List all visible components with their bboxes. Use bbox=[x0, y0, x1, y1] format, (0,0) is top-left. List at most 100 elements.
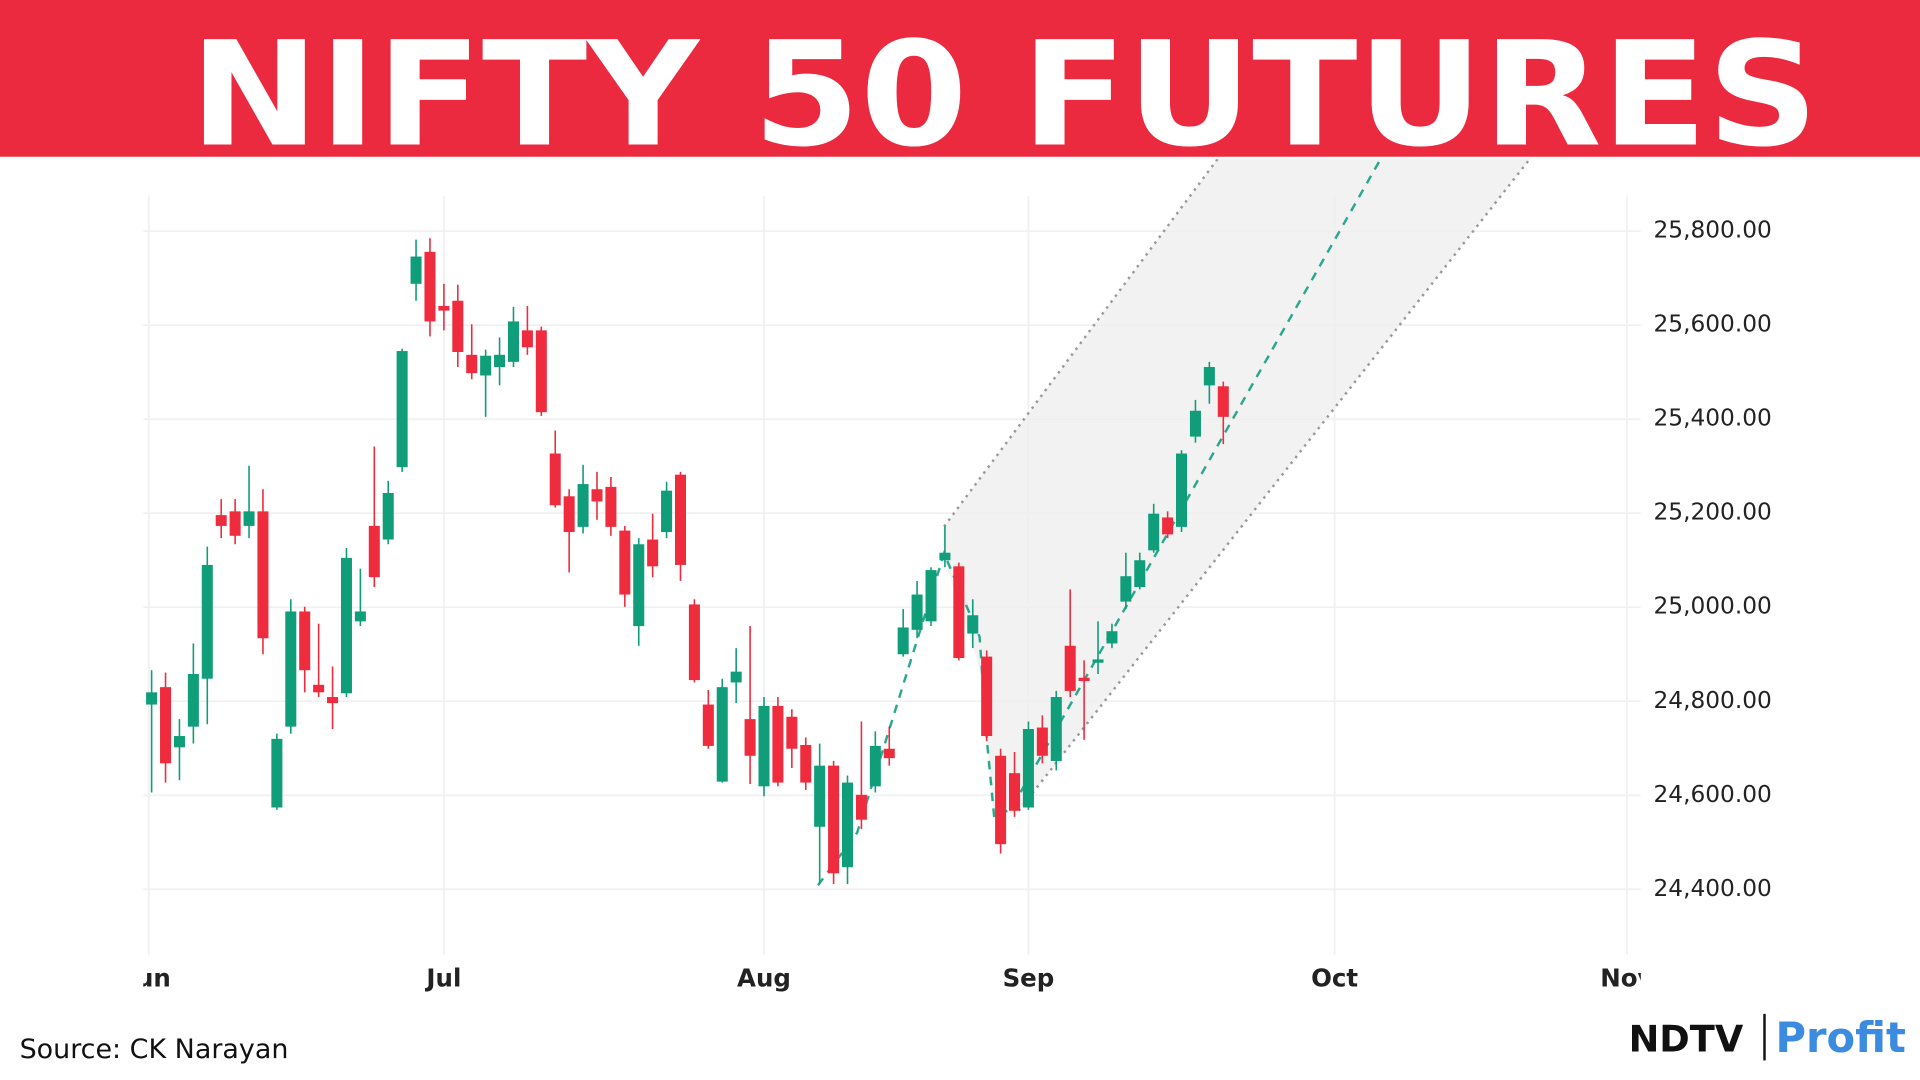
y-tick-label: 25,800.00 bbox=[1654, 217, 1772, 244]
logo-profit: Profit bbox=[1776, 1013, 1906, 1062]
candle-body bbox=[953, 566, 965, 659]
candle-body bbox=[730, 671, 742, 683]
channel-fill bbox=[944, 159, 1530, 818]
candle-body bbox=[688, 604, 700, 681]
candle-body bbox=[911, 594, 923, 630]
candle-body bbox=[1036, 727, 1048, 756]
candle-body bbox=[146, 692, 158, 705]
y-tick-label: 25,600.00 bbox=[1654, 311, 1772, 338]
candle-body bbox=[1189, 410, 1201, 437]
candle-body bbox=[1176, 453, 1188, 527]
y-tick-label: 25,000.00 bbox=[1654, 593, 1772, 620]
candle-body bbox=[187, 673, 199, 727]
candle-body bbox=[647, 539, 659, 567]
candle-body bbox=[661, 490, 673, 533]
candle-body bbox=[897, 627, 909, 655]
y-tick-label: 24,800.00 bbox=[1654, 687, 1772, 714]
channel-lower bbox=[1017, 159, 1532, 812]
logo-ndtv: NDTV bbox=[1629, 1017, 1744, 1060]
candle-body bbox=[215, 515, 227, 526]
candle-body bbox=[981, 656, 993, 737]
x-tick-label: Sep bbox=[1003, 964, 1055, 993]
candle-body bbox=[535, 330, 547, 413]
candle-body bbox=[396, 351, 408, 468]
candle-body bbox=[160, 687, 172, 764]
candle-body bbox=[855, 794, 867, 820]
candle-body bbox=[1162, 517, 1174, 535]
chart-title: NIFTY 50 FUTURES bbox=[190, 11, 1819, 179]
y-tick-label: 25,400.00 bbox=[1654, 405, 1772, 432]
candle-body bbox=[619, 530, 631, 595]
candle-body bbox=[800, 744, 812, 783]
candle-body bbox=[841, 782, 854, 868]
candle-body bbox=[438, 305, 450, 311]
candle-body bbox=[716, 687, 728, 782]
y-tick-label: 25,200.00 bbox=[1654, 499, 1772, 526]
candle-body bbox=[633, 544, 645, 627]
candle-body bbox=[243, 511, 255, 526]
header-band bbox=[0, 0, 1920, 157]
candle-body bbox=[577, 484, 589, 527]
candle-body bbox=[201, 564, 213, 679]
candle-body bbox=[995, 755, 1007, 845]
candle-body bbox=[744, 719, 756, 756]
candle-body bbox=[466, 354, 478, 374]
candle-body bbox=[271, 738, 283, 808]
candle-body bbox=[1009, 773, 1021, 811]
candle-body bbox=[1078, 677, 1090, 682]
candle-body bbox=[549, 453, 561, 506]
candle-body bbox=[1022, 728, 1034, 808]
candle-body bbox=[410, 256, 422, 284]
candle-body bbox=[480, 355, 492, 376]
candle-body bbox=[313, 684, 325, 693]
candle-body bbox=[591, 489, 603, 502]
candle-body bbox=[521, 330, 533, 348]
candle-body bbox=[424, 251, 436, 322]
candle-body bbox=[814, 765, 826, 827]
candle-body bbox=[772, 705, 784, 783]
candle-body bbox=[1064, 645, 1076, 691]
candle-body bbox=[563, 496, 575, 533]
candle-body bbox=[605, 486, 617, 527]
y-tick-label: 24,400.00 bbox=[1654, 875, 1772, 902]
candle-body bbox=[327, 697, 339, 704]
candle-body bbox=[173, 736, 185, 748]
candle-body bbox=[1203, 367, 1215, 386]
candle-body bbox=[967, 615, 979, 634]
candle-body bbox=[354, 611, 366, 622]
x-tick-label: Aug bbox=[737, 964, 791, 993]
candle-body bbox=[674, 474, 687, 565]
candle-body bbox=[828, 765, 840, 874]
candle-body bbox=[507, 321, 519, 362]
candle-body bbox=[1092, 659, 1104, 663]
candle-body bbox=[786, 716, 798, 749]
x-tick-label: Jun bbox=[125, 964, 171, 993]
candle-body bbox=[452, 300, 464, 352]
candle-body bbox=[1134, 560, 1146, 588]
candle-body bbox=[702, 704, 714, 746]
x-tick-label: Nov bbox=[1600, 964, 1653, 993]
candle-body bbox=[1148, 513, 1160, 551]
candle-body bbox=[883, 748, 895, 759]
y-tick-label: 24,600.00 bbox=[1654, 781, 1772, 808]
candle-body bbox=[869, 745, 881, 787]
candle-body bbox=[299, 611, 311, 671]
candle-body bbox=[925, 570, 937, 622]
candle-body bbox=[1106, 631, 1118, 644]
candle-body bbox=[939, 552, 951, 561]
channel-upper bbox=[943, 159, 1219, 528]
candle-body bbox=[1050, 697, 1062, 761]
candle-body bbox=[285, 611, 297, 727]
candle-body bbox=[758, 705, 770, 787]
candle-body bbox=[340, 557, 352, 694]
source-note: Source: CK Narayan bbox=[20, 1034, 289, 1065]
x-tick-label: Jul bbox=[424, 964, 461, 993]
candle-body bbox=[229, 511, 241, 536]
candle-body bbox=[1217, 386, 1229, 417]
candle-body bbox=[1120, 576, 1132, 602]
candle-body bbox=[494, 354, 506, 368]
candle-body bbox=[257, 511, 269, 639]
candle-body bbox=[368, 525, 380, 578]
